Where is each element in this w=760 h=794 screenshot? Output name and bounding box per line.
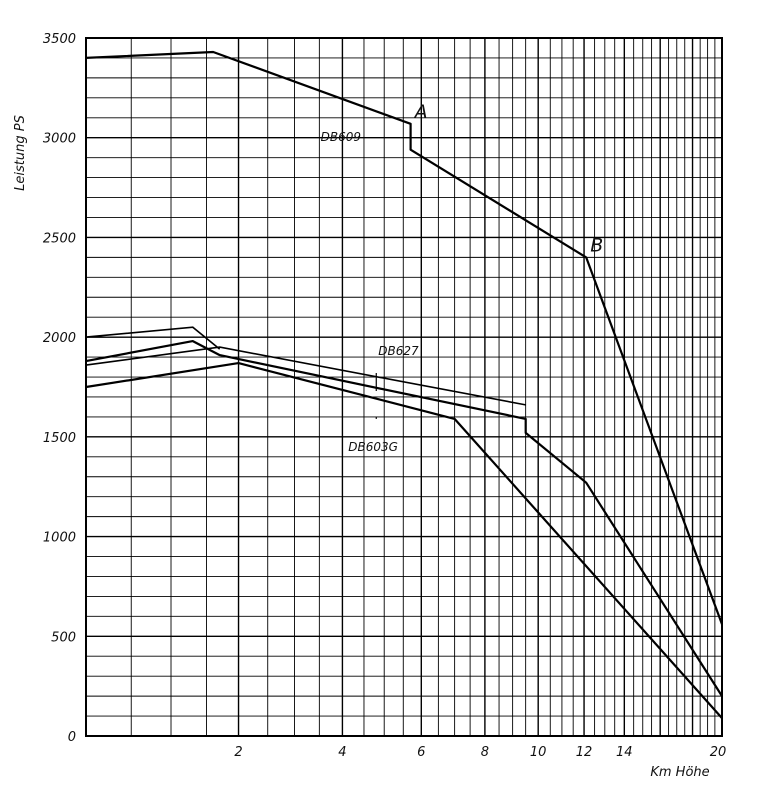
y-tick-label: 500 bbox=[51, 630, 76, 645]
grid bbox=[86, 37, 722, 737]
y-tick-label: 2500 bbox=[43, 231, 76, 246]
series-line-db627 bbox=[85, 340, 723, 697]
x-axis-title: Km Höhe bbox=[650, 765, 709, 780]
x-tick-label: 8 bbox=[481, 745, 489, 760]
y-tick-label: 0 bbox=[68, 730, 76, 745]
label-group: DB609 DB627 DB603G A B bbox=[321, 101, 604, 454]
series-line-db609 bbox=[85, 50, 724, 625]
series-label-db627: DB627 bbox=[378, 344, 419, 358]
series-group bbox=[85, 50, 724, 719]
series-branch-line bbox=[85, 346, 526, 406]
x-tick-label: 12 bbox=[576, 745, 593, 760]
point-label-b: B bbox=[590, 234, 603, 256]
y-tick-label: 3000 bbox=[43, 132, 76, 147]
y-tick-label: 1000 bbox=[43, 531, 76, 546]
x-tick-label: 6 bbox=[417, 745, 425, 760]
tick-label-group: 0 500 1000 1500 2000 2500 3000 3500 2 4 6 8 10 12 14 20 bbox=[43, 32, 726, 760]
y-tick-label: 3500 bbox=[43, 32, 76, 47]
plot-frame bbox=[85, 37, 723, 737]
x-tick-label: 20 bbox=[710, 745, 727, 760]
series-branch-line bbox=[85, 326, 221, 350]
series-label-db603g: DB603G bbox=[348, 440, 398, 454]
series-line-db603g bbox=[85, 362, 723, 719]
point-label-a: A bbox=[413, 101, 428, 123]
y-tick-label: 2000 bbox=[43, 331, 76, 346]
series-label-db609: DB609 bbox=[321, 130, 361, 144]
x-tick-label: 2 bbox=[234, 745, 242, 760]
x-tick-label: 10 bbox=[530, 745, 547, 760]
y-axis-title: Leistung PS bbox=[13, 115, 28, 191]
y-tick-label: 1500 bbox=[43, 431, 76, 446]
x-tick-label: 4 bbox=[338, 745, 346, 760]
x-tick-label: 14 bbox=[616, 745, 633, 760]
